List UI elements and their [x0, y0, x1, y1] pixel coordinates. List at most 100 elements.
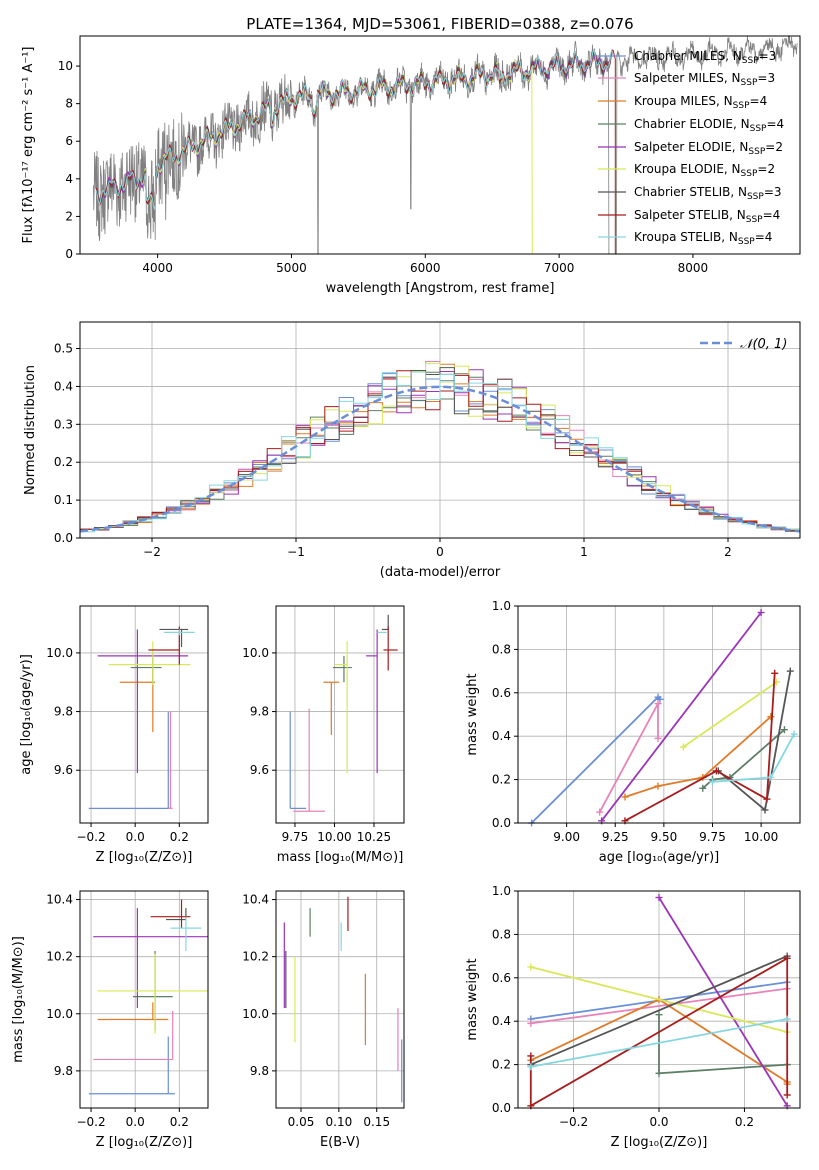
legend-entry: Salpeter STELIB, NSSP=4 [598, 208, 780, 225]
error-bar-point [289, 711, 307, 809]
spectrum-title: PLATE=1364, MJD=53061, FIBERID=0388, z=0… [246, 15, 633, 33]
weight-series-marker [621, 793, 629, 801]
weight-series-marker [654, 700, 662, 708]
error-bar-point [150, 899, 191, 929]
legend-entry: Salpeter MILES, NSSP=3 [598, 71, 775, 88]
error-bar-point [166, 908, 187, 921]
error-bar-point [332, 655, 352, 683]
svg-text:Kroupa MILES, NSSP=4: Kroupa MILES, NSSP=4 [634, 94, 767, 111]
error-bar-point [334, 641, 348, 774]
svg-text:Salpeter ELODIE, NSSP=2: Salpeter ELODIE, NSSP=2 [634, 140, 783, 157]
weight-series-line [624, 716, 772, 798]
y-tick-label: 0.0 [54, 531, 73, 545]
weight-series-marker [679, 743, 687, 751]
legend-entry: Salpeter ELODIE, NSSP=2 [598, 140, 783, 157]
weight-series-marker [767, 773, 775, 781]
svg-text:Kroupa ELODIE, NSSP=2: Kroupa ELODIE, NSSP=2 [634, 162, 775, 179]
weight-series-marker [596, 808, 604, 816]
residuals-axes: −2 −1 0 1 2 0.0 0.1 0.2 0.3 0.4 0.5 (data-model)/er… [23, 322, 800, 580]
y-tick-label: 0.0 [492, 1101, 511, 1115]
y-tick-label: 10.4 [46, 893, 73, 907]
x-tick-label: 5000 [276, 261, 307, 275]
weight-vs-z-axes: −0.2 0.0 0.2 0.0 0.2 0.4 0.6 0.8 1.0 Z [log₁₀(Z/Z… [465, 884, 800, 1150]
y-tick-label: 0.5 [54, 342, 73, 356]
error-bar-point [383, 626, 398, 671]
y-axis-label: Normed distribution [23, 365, 38, 495]
residual-histogram-series [80, 367, 800, 531]
error-bar-point [168, 711, 173, 809]
y-tick-label: 0.6 [492, 971, 511, 985]
x-tick-label: 9.75 [282, 830, 309, 844]
y-axis-label: Flux [fλ10⁻¹⁷ erg cm⁻² s⁻¹ A⁻¹] [21, 47, 36, 244]
normal-curve-line [79, 385, 801, 533]
y-axis-label: mass weight [465, 673, 480, 755]
x-axis-label: age [log₁₀(age/yr)] [599, 850, 720, 865]
y-tick-label: 9.6 [250, 763, 269, 777]
error-bar-point [97, 1002, 169, 1021]
weight-vs-z-frame [517, 890, 801, 1109]
x-tick-label: 7000 [544, 261, 575, 275]
y-tick-label: 9.8 [250, 705, 269, 719]
svg-text:Chabrier STELIB, NSSP=3: Chabrier STELIB, NSSP=3 [634, 185, 782, 202]
x-axis-label: Z [log₁₀(Z/Z⊙)] [96, 1135, 193, 1150]
x-tick-label: 9.75 [699, 830, 726, 844]
spectrum-legend: Chabrier MILES, NSSP=3 Salpeter MILES, N… [598, 49, 784, 247]
weight-series-marker [783, 1091, 791, 1099]
svg-text:Chabrier MILES, NSSP=3: Chabrier MILES, NSSP=3 [634, 49, 776, 66]
x-axis-label: wavelength [Angstrom, rest frame] [326, 281, 555, 296]
mass-vs-z-axes: −0.2 0.0 0.2 9.8 10.0 10.2 10.4 Z [log₁₀(Z/Z⊙)]… [11, 891, 208, 1150]
x-axis-label: mass [log₁₀(M/M⊙)] [277, 850, 404, 865]
weight-series-marker [656, 695, 664, 703]
weight-series-line [530, 987, 788, 1025]
legend-entry: Kroupa STELIB, NSSP=4 [598, 230, 772, 247]
error-bar-point [97, 629, 189, 774]
y-tick-label: 0.4 [492, 729, 511, 743]
legend-entry: Chabrier MILES, NSSP=3 [598, 49, 776, 66]
y-tick-label: 0.4 [492, 1014, 511, 1028]
y-tick-label: 1.0 [492, 599, 511, 613]
weight-series-marker [783, 954, 791, 962]
y-axis-label: age [log₁₀(age/yr)] [19, 654, 34, 775]
weight-series-marker [708, 778, 716, 786]
y-tick-label: 10.4 [242, 893, 269, 907]
error-bar-point [381, 614, 389, 631]
y-tick-label: 10.0 [242, 646, 269, 660]
weight-series-marker [761, 806, 769, 814]
x-tick-label: −0.2 [76, 1115, 105, 1129]
weight-series-line [682, 681, 778, 748]
x-tick-label: 2 [724, 545, 732, 559]
weight-series-line [530, 966, 788, 1033]
y-tick-label: 8 [65, 97, 73, 111]
spectrum-frame [79, 35, 801, 255]
x-tick-label: 4000 [142, 261, 173, 275]
svg-text:Kroupa STELIB, NSSP=4: Kroupa STELIB, NSSP=4 [634, 230, 772, 247]
x-axis-label: Z [log₁₀(Z/Z⊙)] [611, 1135, 708, 1150]
y-tick-label: 9.8 [250, 1064, 269, 1078]
x-tick-label: 0.15 [363, 1115, 390, 1129]
spectrum-axes: 4000 5000 6000 7000 8000 0 2 4 6 8 10 wavelength [A… [21, 47, 708, 297]
mass-vs-ebv-axes: 0.05 0.10 0.15 9.8 10.0 10.2 10.4 E(B-V) [242, 891, 404, 1150]
age-vs-mass-axes: 9.75 10.00 10.25 9.6 9.8 10.0 mass [log₁₀(M/M⊙… [242, 606, 404, 865]
residual-histogram-series [80, 371, 800, 533]
error-bar-point [323, 681, 340, 736]
x-tick-label: 0.0 [126, 1115, 145, 1129]
y-tick-label: 0.3 [54, 417, 73, 431]
weight-series-marker [654, 734, 662, 742]
weight-series-marker [780, 726, 788, 734]
normal-curve-legend-label: 𝒩(0, 1) [740, 337, 787, 352]
weight-vs-age-axes: 9.00 9.25 9.50 9.75 10.00 0.0 0.2 0.4 0.6 0.8 1.0 a… [465, 599, 800, 865]
y-tick-label: 9.8 [54, 1064, 73, 1078]
weight-series-marker [786, 667, 794, 675]
y-tick-label: 0.8 [492, 642, 511, 656]
age-vs-z-axes: −0.2 0.0 0.2 9.6 9.8 10.0 Z [log₁₀(Z/Z⊙)] age [… [19, 606, 208, 865]
svg-text:Salpeter STELIB, NSSP=4: Salpeter STELIB, NSSP=4 [634, 208, 780, 225]
x-tick-label: 6000 [410, 261, 441, 275]
y-axis-label: mass weight [465, 958, 480, 1040]
error-bar-point [97, 953, 208, 1034]
y-tick-label: 0.2 [492, 773, 511, 787]
age-vs-mass-frame [275, 605, 405, 824]
x-tick-label: 1 [580, 545, 588, 559]
legend-entry: Kroupa ELODIE, NSSP=2 [598, 162, 775, 179]
x-tick-label: 0.2 [170, 830, 189, 844]
y-tick-label: 0.2 [492, 1058, 511, 1072]
